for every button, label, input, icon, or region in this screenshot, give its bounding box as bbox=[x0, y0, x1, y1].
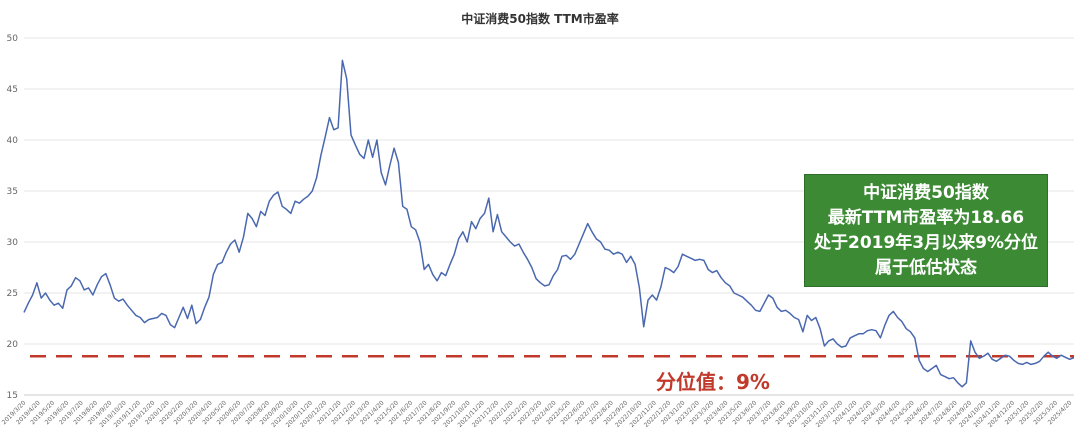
annotation-line-4: 属于低估状态 bbox=[875, 257, 977, 278]
chart-title: 中证消费50指数 TTM市盈率 bbox=[461, 12, 619, 26]
y-tick-label: 20 bbox=[7, 340, 19, 350]
y-tick-label: 40 bbox=[7, 136, 19, 146]
y-tick-label: 35 bbox=[7, 187, 18, 197]
y-tick-label: 30 bbox=[7, 238, 19, 248]
x-axis-ticks: 2019/3/202019/4/202019/5/202019/6/202019… bbox=[1, 399, 1074, 429]
annotation-line-1: 中证消费50指数 bbox=[863, 182, 989, 203]
percentile-label: 分位值：9% bbox=[656, 370, 770, 394]
pe-series-line bbox=[23, 59, 1075, 388]
y-axis-ticks: 15 20 25 30 35 40 45 50 bbox=[7, 34, 19, 401]
series-group bbox=[23, 59, 1075, 388]
y-tick-label: 25 bbox=[7, 289, 18, 299]
y-tick-label: 15 bbox=[7, 391, 18, 401]
annotation-line-2: 最新TTM市盈率为18.66 bbox=[827, 207, 1025, 228]
annotation-box: 中证消费50指数 最新TTM市盈率为18.66 处于2019年3月以来9%分位 … bbox=[804, 174, 1048, 287]
annotation-line-3: 处于2019年3月以来9%分位 bbox=[813, 232, 1038, 253]
y-tick-label: 50 bbox=[7, 34, 19, 44]
y-tick-label: 45 bbox=[7, 85, 18, 95]
